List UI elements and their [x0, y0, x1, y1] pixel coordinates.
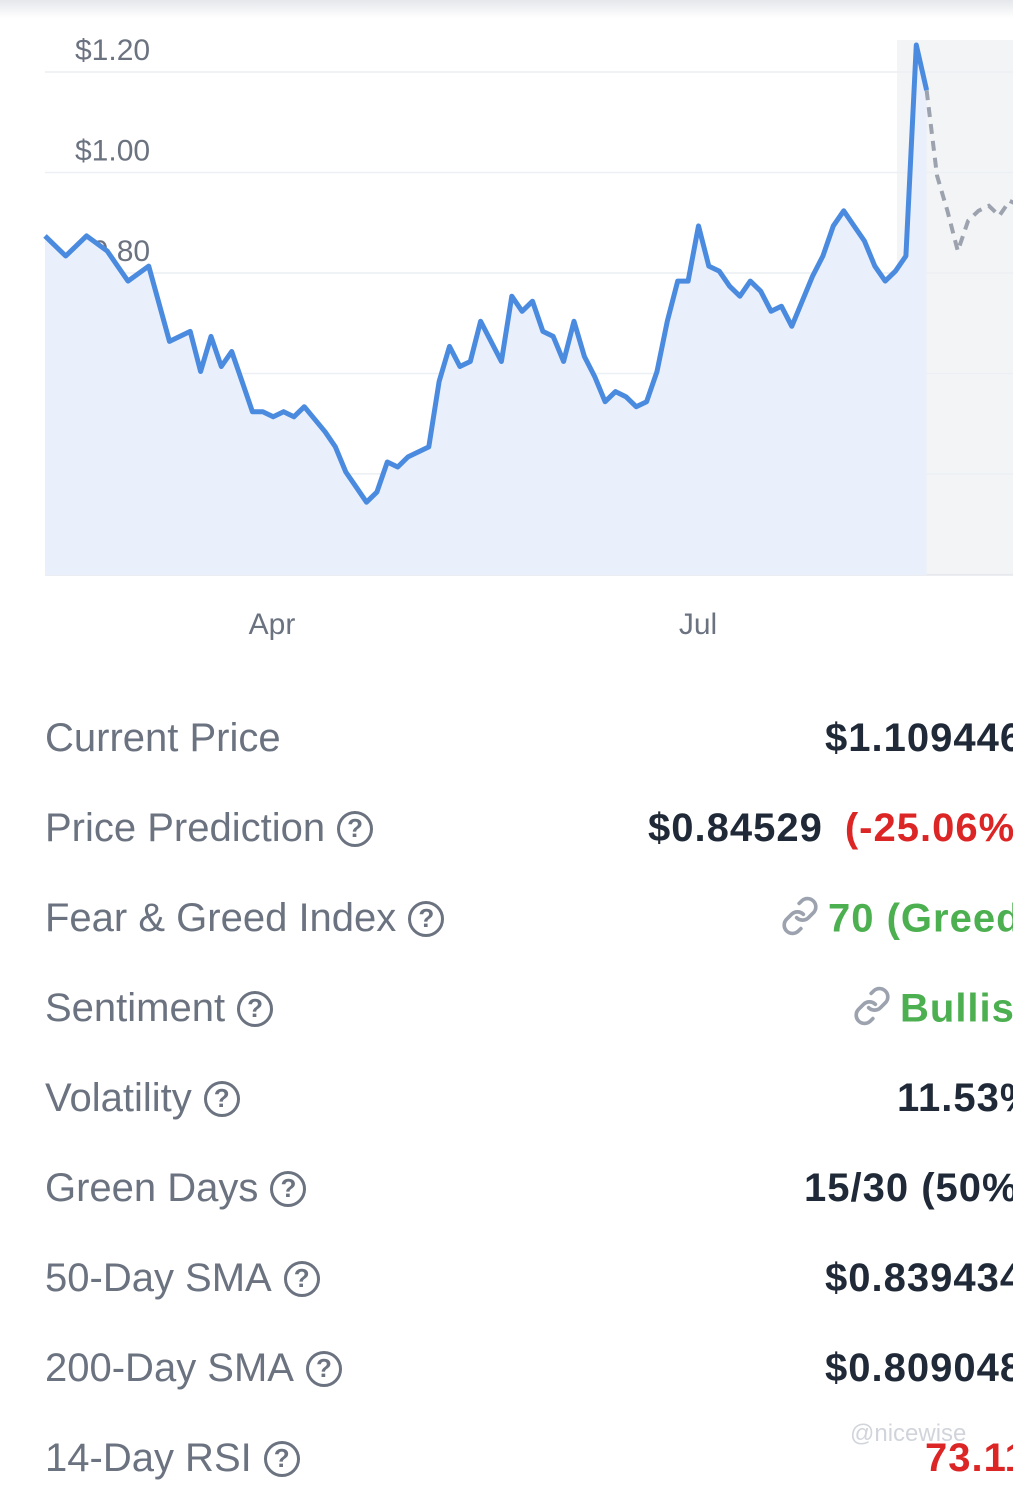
stat-row: Sentiment? Bullish: [0, 964, 1013, 1054]
stat-row: 50-Day SMA? $0.839434: [0, 1234, 1013, 1324]
stat-value-text: $0.839434: [825, 1256, 1013, 1300]
stat-label: Sentiment?: [45, 986, 274, 1031]
stat-value-text: $1.109446: [825, 716, 1013, 760]
stat-value-text: Bullish: [900, 986, 1013, 1031]
stat-value-text: 11.53%: [897, 1076, 1013, 1120]
help-icon[interactable]: ?: [263, 1440, 300, 1477]
stat-value[interactable]: 70 (Greed): [780, 896, 1013, 946]
help-icon[interactable]: ?: [337, 810, 374, 847]
stat-label-text: Current Price: [45, 716, 281, 760]
stat-label: Volatility?: [45, 1076, 240, 1121]
stat-row: 200-Day SMA? $0.809048: [0, 1324, 1013, 1414]
stat-value: 15/30 (50%): [804, 1166, 1013, 1211]
stat-value: $0.839434: [825, 1256, 1013, 1301]
x-tick-label: Apr: [249, 608, 296, 641]
stat-label: 50-Day SMA?: [45, 1256, 320, 1301]
top-shadow: [0, 0, 1013, 18]
help-icon[interactable]: ?: [237, 990, 274, 1027]
price-chart: $1.20$1.00$0.80$0.60$0.40$0.20AprJul: [43, 34, 1013, 641]
y-tick-label: $1.20: [75, 34, 150, 67]
stat-label: Fear & Greed Index?: [45, 896, 445, 941]
stat-row: Price Prediction? $0.84529 (-25.06%): [0, 784, 1013, 874]
x-tick-label: Jul: [679, 608, 717, 641]
stat-value: $1.109446: [825, 716, 1013, 761]
stat-value-text: $0.809048: [825, 1346, 1013, 1390]
stat-label: Price Prediction?: [45, 806, 374, 851]
y-tick-label: $1.00: [75, 135, 150, 168]
stat-value: $0.84529 (-25.06%): [648, 806, 1013, 851]
help-icon[interactable]: ?: [203, 1080, 240, 1117]
stat-label-text: Fear & Greed Index: [45, 896, 397, 940]
stat-value-change: (-25.06%): [844, 806, 1013, 850]
stat-value: 11.53%: [897, 1076, 1013, 1121]
stat-label-text: Volatility: [45, 1076, 192, 1120]
stat-label-text: Green Days: [45, 1166, 259, 1210]
prediction-line: [924, 89, 1013, 258]
stat-label-text: Price Prediction: [45, 806, 326, 850]
stat-label: Current Price: [45, 716, 281, 761]
help-icon[interactable]: ?: [283, 1260, 320, 1297]
stat-label-text: 200-Day SMA: [45, 1346, 294, 1390]
stat-label: Green Days?: [45, 1166, 307, 1211]
help-icon[interactable]: ?: [305, 1350, 342, 1387]
link-icon[interactable]: [780, 896, 820, 946]
stat-row: Fear & Greed Index? 70 (Greed): [0, 874, 1013, 964]
stat-value-text: 70 (Greed): [828, 896, 1013, 941]
link-icon[interactable]: [852, 986, 892, 1036]
stat-label: 14-Day RSI?: [45, 1436, 300, 1481]
help-icon[interactable]: ?: [270, 1170, 307, 1207]
stat-label-text: 50-Day SMA: [45, 1256, 272, 1300]
stat-label-text: Sentiment: [45, 986, 226, 1030]
stat-value[interactable]: Bullish: [852, 986, 1013, 1036]
stat-label: 200-Day SMA?: [45, 1346, 342, 1391]
stat-row: Volatility? 11.53%: [0, 1054, 1013, 1144]
stat-value-text: $0.84529: [648, 806, 823, 850]
watermark: @nicewise: [850, 1420, 967, 1447]
help-icon[interactable]: ?: [408, 900, 445, 937]
stat-label-text: 14-Day RSI: [45, 1436, 252, 1480]
stat-value: $0.809048: [825, 1346, 1013, 1391]
stat-row: Current Price $1.109446: [0, 694, 1013, 784]
stat-value-text: 15/30 (50%): [804, 1166, 1013, 1210]
price-area: [45, 45, 927, 575]
price-line: [43, 42, 930, 505]
stat-row: Green Days? 15/30 (50%): [0, 1144, 1013, 1234]
